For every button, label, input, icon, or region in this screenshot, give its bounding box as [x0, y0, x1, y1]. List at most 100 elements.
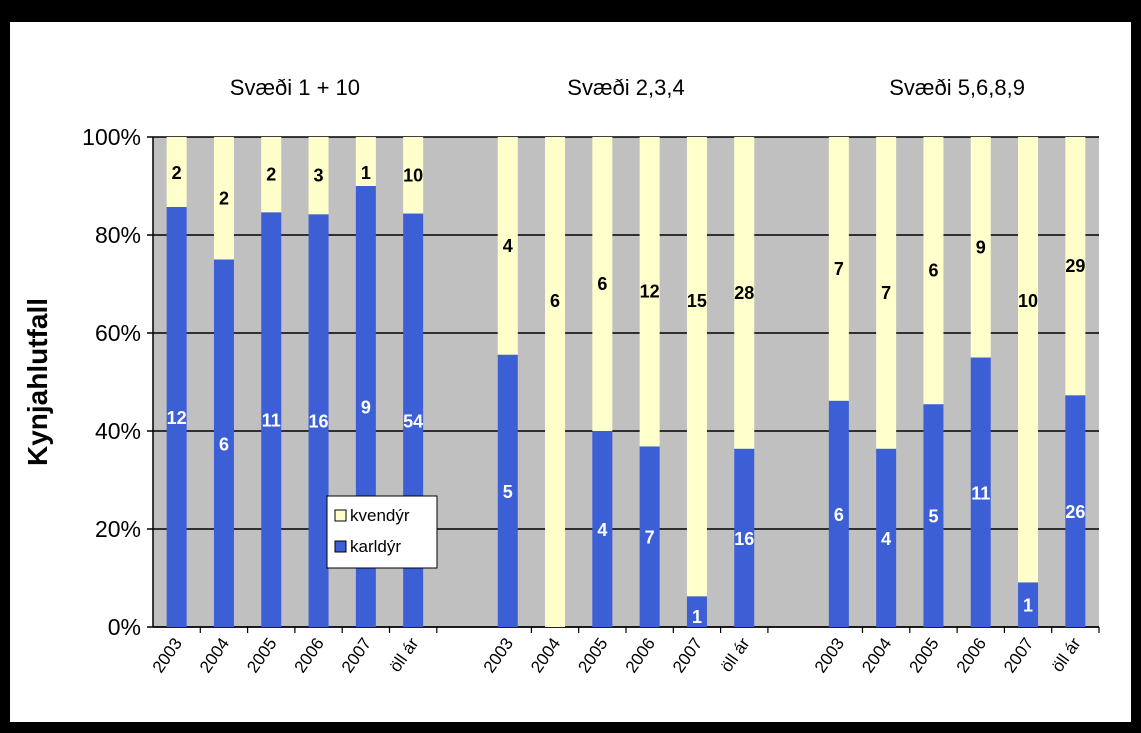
data-label-kvendyr: 10 [1018, 291, 1038, 311]
y-tick-label: 60% [95, 320, 141, 346]
data-label-karldyr: 54 [403, 411, 423, 431]
data-label-kvendyr: 2 [172, 163, 182, 183]
data-label-karldyr: 5 [928, 507, 938, 527]
data-label-karldyr: 26 [1065, 502, 1085, 522]
x-tick-label: 2003 [480, 634, 517, 676]
data-label-kvendyr: 9 [976, 237, 986, 257]
bar-kvendyr [166, 137, 187, 207]
data-label-kvendyr: 6 [928, 261, 938, 281]
bar-kvendyr [261, 137, 282, 213]
bar-kvendyr [1065, 137, 1086, 396]
x-tick-label: 2006 [953, 634, 990, 676]
data-label-kvendyr: 1 [361, 163, 371, 183]
x-tick-label: 2005 [574, 634, 611, 676]
data-label-kvendyr: 6 [597, 274, 607, 294]
data-label-kvendyr: 2 [219, 188, 229, 208]
bar-kvendyr [403, 137, 424, 214]
x-tick-label: 2004 [858, 634, 895, 676]
x-tick-label: öll ár [386, 634, 423, 675]
legend [326, 495, 438, 569]
data-label-kvendyr: 2 [266, 165, 276, 185]
bar-karldyr [923, 404, 944, 627]
x-tick-label: 2007 [669, 634, 706, 676]
legend-label-karldyr: karldýr [350, 537, 401, 556]
group-title: Svæði 1 + 10 [230, 75, 360, 100]
bar-kvendyr [734, 137, 755, 449]
y-tick-label: 20% [95, 516, 141, 542]
data-label-kvendyr: 12 [640, 282, 660, 302]
bar-kvendyr [497, 137, 518, 355]
data-label-karldyr: 6 [219, 434, 229, 454]
bar-karldyr [308, 214, 329, 628]
bar-kvendyr [545, 137, 566, 627]
x-tick-label: öll ár [717, 634, 754, 675]
plot-area [153, 137, 1099, 627]
x-tick-label: 2005 [905, 634, 942, 676]
y-tick-label: 0% [108, 614, 141, 640]
bar-kvendyr [876, 137, 897, 449]
bar-karldyr [213, 259, 234, 627]
bar-karldyr [592, 431, 613, 627]
x-tick-label: 2004 [527, 634, 564, 676]
y-axis-label: Kynjahlutfall [22, 298, 53, 466]
data-label-karldyr: 9 [361, 398, 371, 418]
x-tick-label: 2004 [196, 634, 233, 676]
x-tick-label: 2003 [149, 634, 186, 676]
data-label-karldyr: 4 [881, 529, 891, 549]
bar-kvendyr [213, 137, 234, 260]
bar-kvendyr [639, 137, 660, 447]
chart-frame: 0% 20% 40% 60% 80% 100% Kynjahlutfall Svæði 1 +… [10, 22, 1131, 722]
data-label-kvendyr: 7 [881, 283, 891, 303]
data-label-karldyr: 1 [1023, 596, 1033, 616]
bar-kvendyr [308, 137, 329, 215]
bar-karldyr [166, 207, 187, 627]
data-label-kvendyr: 6 [550, 291, 560, 311]
bar-kvendyr [592, 137, 613, 431]
bar-kvendyr [970, 137, 991, 358]
data-label-karldyr: 12 [167, 408, 187, 428]
legend-swatch-karldyr [334, 540, 347, 553]
data-label-karldyr: 16 [734, 529, 754, 549]
x-tick-label: 2007 [1000, 634, 1037, 676]
group-title: Svæði 5,6,8,9 [889, 75, 1025, 100]
bar-karldyr [497, 354, 518, 627]
data-label-karldyr: 11 [262, 411, 281, 431]
bar-karldyr [639, 446, 660, 627]
x-tick-label: 2007 [338, 634, 375, 676]
data-label-kvendyr: 15 [687, 291, 707, 311]
y-tick-label: 80% [95, 222, 141, 248]
bar-karldyr [686, 596, 707, 627]
x-tick-label: öll ár [1048, 634, 1085, 675]
bar-kvendyr [1018, 137, 1039, 583]
data-label-kvendyr: 7 [834, 259, 844, 279]
data-label-karldyr: 6 [834, 505, 844, 525]
bar-kvendyr [355, 137, 376, 186]
x-tick-label: 2003 [811, 634, 848, 676]
bar-kvendyr [686, 137, 707, 597]
y-tick-label: 40% [95, 418, 141, 444]
data-label-karldyr: 4 [597, 520, 607, 540]
bar-karldyr [261, 212, 282, 627]
group-title: Svæði 2,3,4 [567, 75, 684, 100]
data-label-kvendyr: 28 [734, 283, 754, 303]
x-tick-label: 2005 [243, 634, 280, 676]
bar-karldyr [734, 448, 755, 627]
bar-karldyr [1065, 395, 1086, 627]
bar-kvendyr [923, 137, 944, 405]
x-tick-label: 2006 [622, 634, 659, 676]
data-label-karldyr: 7 [645, 528, 655, 548]
bar-karldyr [876, 448, 897, 627]
data-label-kvendyr: 4 [503, 236, 513, 256]
x-tick-label: 2006 [291, 634, 328, 676]
data-label-kvendyr: 10 [403, 165, 423, 185]
data-label-karldyr: 11 [971, 483, 990, 503]
data-label-kvendyr: 29 [1065, 256, 1085, 276]
bar-kvendyr [828, 137, 849, 401]
y-tick-label: 100% [82, 124, 141, 150]
legend-label-kvendyr: kvendýr [350, 506, 410, 525]
bar-karldyr [970, 357, 991, 627]
bar-karldyr [828, 400, 849, 627]
data-label-karldyr: 5 [503, 482, 513, 502]
chart: 0% 20% 40% 60% 80% 100% Kynjahlutfall Svæði 1 +… [22, 75, 1100, 676]
